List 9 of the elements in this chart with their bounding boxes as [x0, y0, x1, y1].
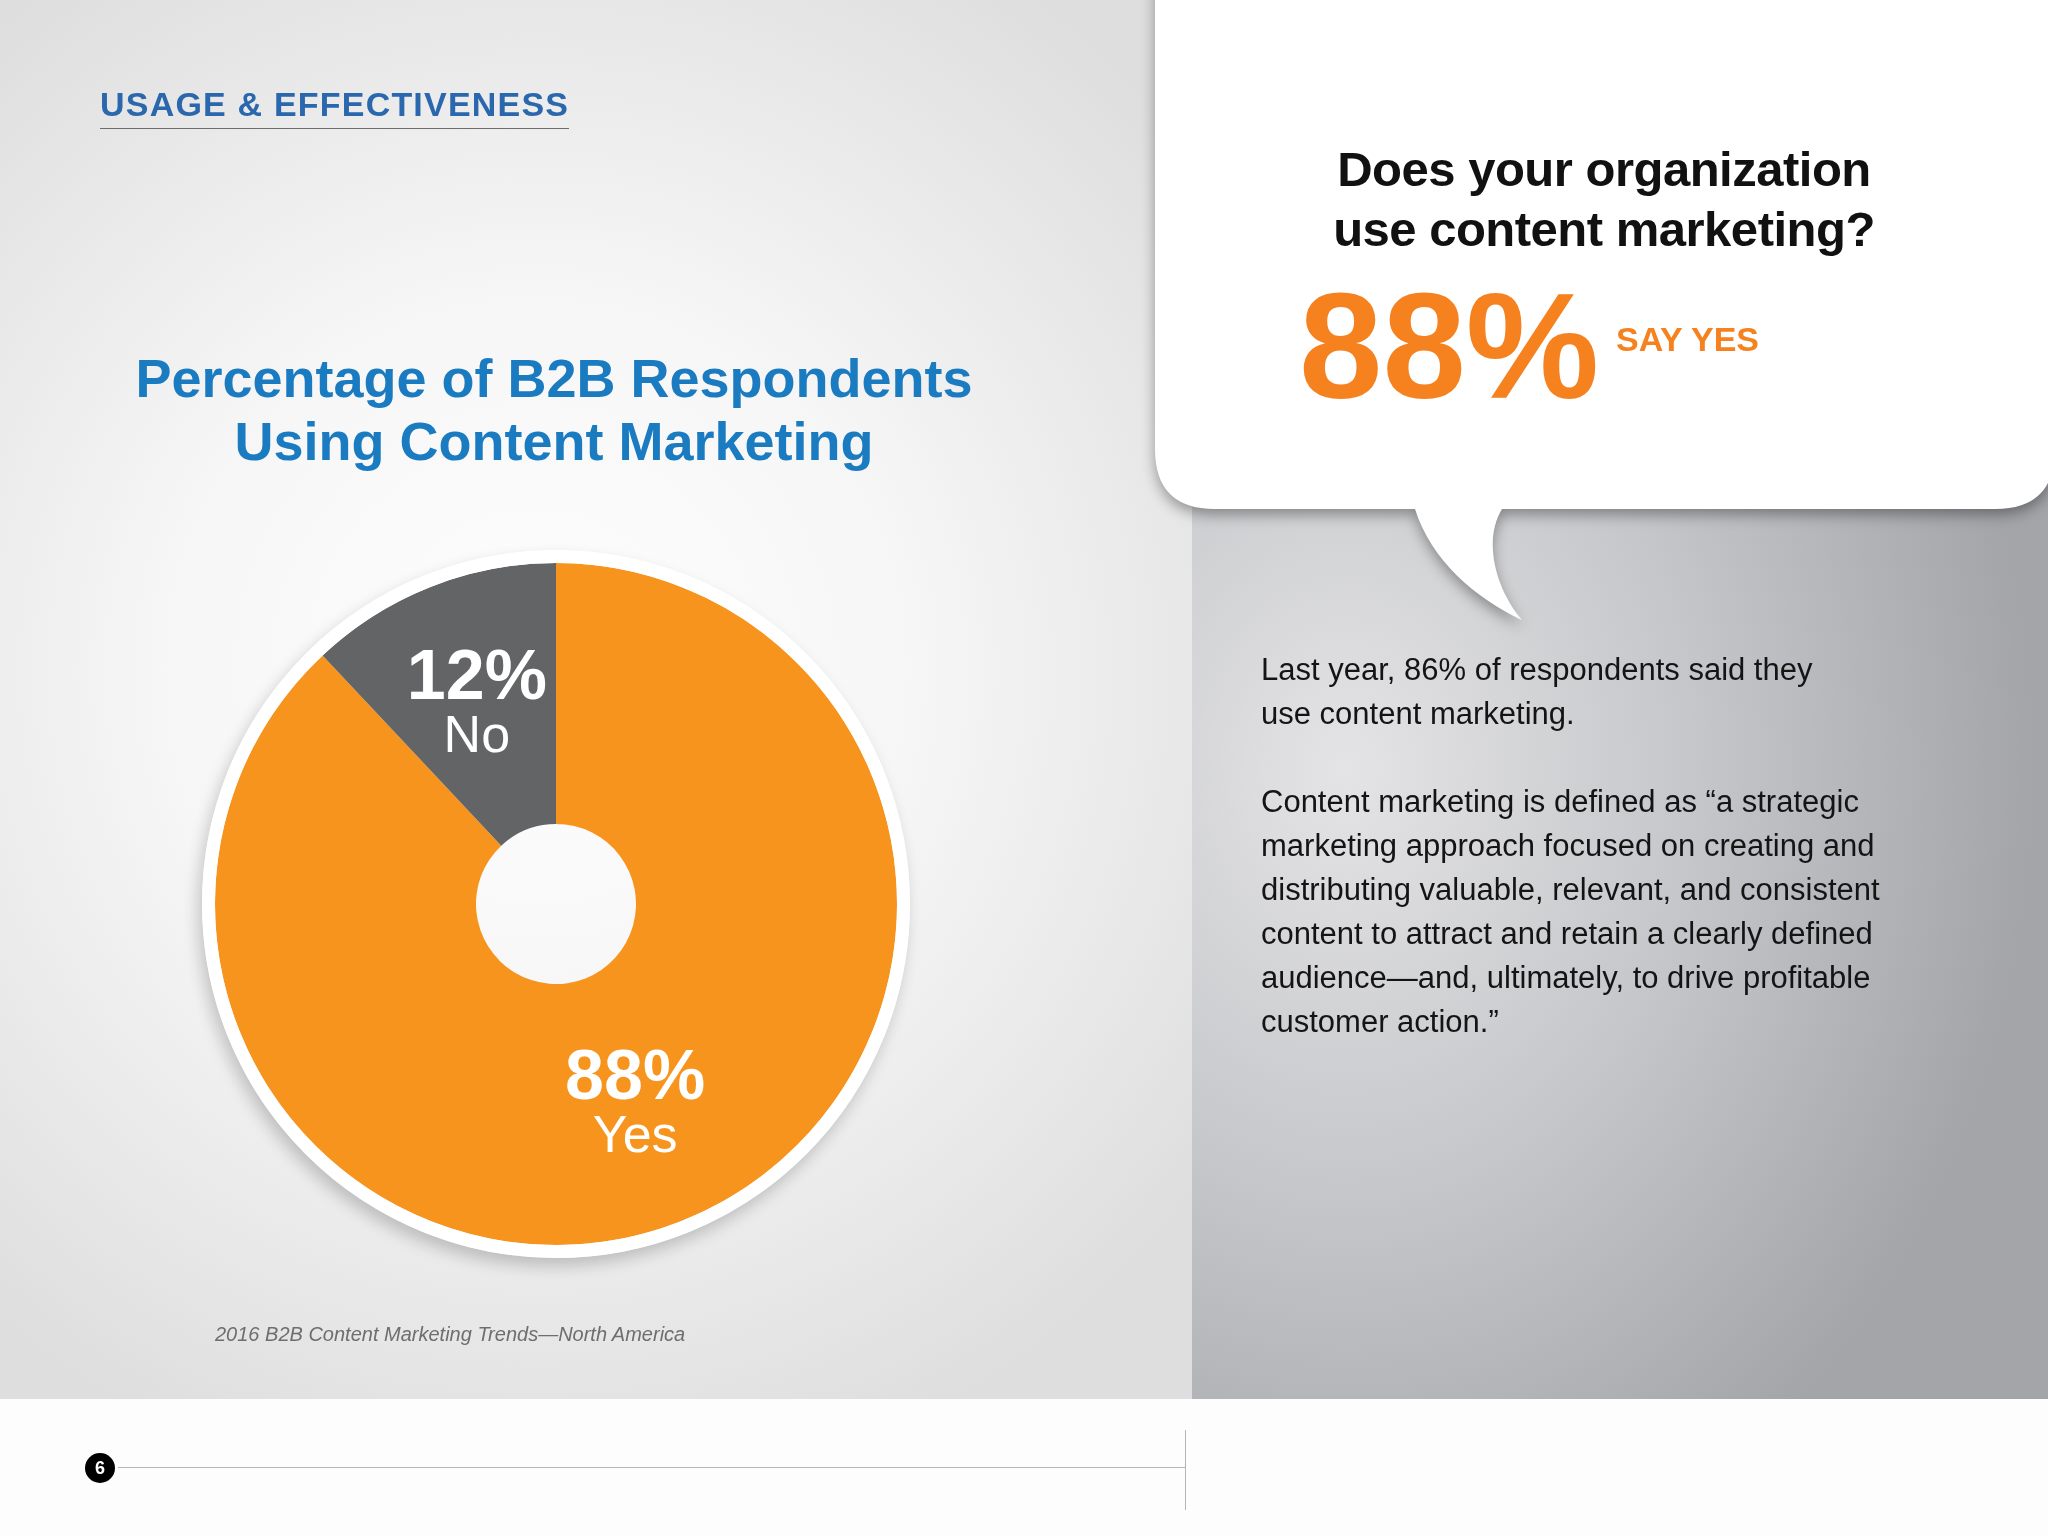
text: 2016 B2B Content Marketing Trends—North America [215, 1322, 686, 1346]
text: Does your organization use content marketing? [1332, 141, 1876, 258]
text: Last year, 86% of respondents said they use content marketing. [1261, 651, 1814, 733]
chart-title: Percentage of B2B Respondents Using Content Marketing [134, 347, 974, 473]
text: 88% [1299, 262, 1600, 430]
text: USAGE & EFFECTIVENESS [100, 84, 570, 129]
donut-slice [322, 563, 556, 846]
text: SAY YES [1616, 319, 1760, 359]
text: Content marketing is defined as “a strategic marketing approach focused on creating and distributing valuable, relevant, and consistent content to attract and retain a clearly defined audience—and, ultimately, to drive profitable customer action.” [1261, 783, 1881, 1041]
